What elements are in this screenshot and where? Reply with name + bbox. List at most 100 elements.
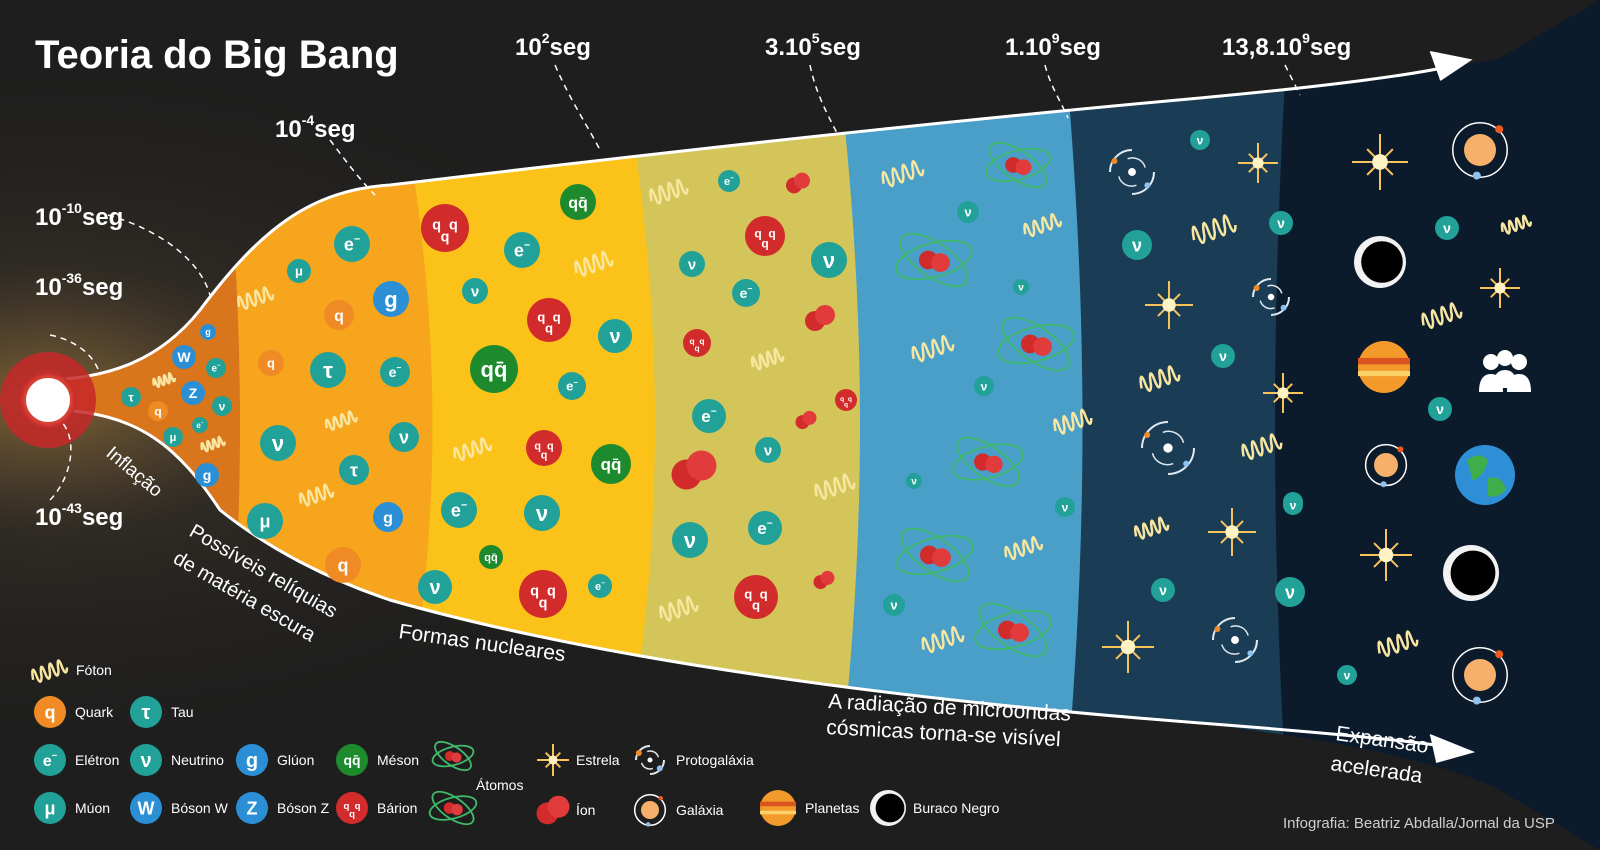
neutrino-particle: ν <box>260 425 296 461</box>
legend-label-galaxia: Galáxia <box>676 802 724 818</box>
quark-particle: q <box>325 547 361 583</box>
svg-text:q: q <box>553 310 561 325</box>
neutrino-particle: ν <box>524 495 560 531</box>
svg-text:ν: ν <box>471 283 479 300</box>
electron-particle: e− <box>558 372 586 400</box>
neutrino-particle: ν <box>906 473 922 489</box>
time-unit: seg <box>314 116 355 143</box>
svg-text:W: W <box>177 349 191 365</box>
svg-text:ν: ν <box>1132 235 1142 255</box>
electron-particle: e− <box>588 574 612 598</box>
neutrino-particle: ν <box>1013 279 1029 295</box>
svg-text:ν: ν <box>272 431 284 456</box>
photon-icon <box>1241 433 1283 460</box>
legend-label-tau: Tau <box>171 704 194 720</box>
time-exponent: 9 <box>1052 30 1060 46</box>
leader-3e5 <box>809 64 839 136</box>
photon-icon <box>649 178 689 205</box>
svg-text:q: q <box>848 396 852 403</box>
photon-icon <box>1191 214 1237 244</box>
time-exponent: -10 <box>62 200 82 216</box>
svg-text:q: q <box>45 702 56 722</box>
boson-w-particle: W <box>172 345 196 369</box>
neutrino-particle: ν <box>418 570 452 604</box>
photon-icon <box>453 437 493 462</box>
svg-text:q: q <box>744 587 752 602</box>
neutrino-particle: ν <box>755 437 781 463</box>
atom-icon <box>952 436 1024 488</box>
black-hole-icon <box>870 790 906 826</box>
time-unit: seg <box>82 274 123 301</box>
svg-text:ν: ν <box>1290 498 1297 512</box>
svg-text:10-4seg: 10-4seg <box>275 112 356 143</box>
legend-quark-icon: q <box>34 696 66 728</box>
credit: Infografia: Beatriz Abdalla/Jornal da US… <box>1283 815 1555 832</box>
muon-particle: μ <box>247 503 283 539</box>
star-icon <box>1263 373 1303 413</box>
svg-text:10-43seg: 10-43seg <box>35 500 123 531</box>
photon-icon <box>574 250 614 277</box>
meson-particle: qq̄ <box>470 345 518 393</box>
svg-text:q: q <box>541 449 548 461</box>
leader-10-10 <box>107 214 211 296</box>
galaxy-icon <box>1212 617 1258 663</box>
leader-10-36 <box>49 334 101 376</box>
arrow-lower-icon <box>1429 734 1476 763</box>
boson-z-particle: Z <box>181 381 205 405</box>
photon-icon <box>237 286 275 310</box>
legend-gluon-icon: g <box>236 744 268 776</box>
planet-icon <box>760 790 796 826</box>
svg-text:ν: ν <box>684 528 696 553</box>
svg-text:q: q <box>694 343 699 353</box>
legend-boson-w-icon: W <box>130 792 162 824</box>
svg-text:q: q <box>334 308 344 325</box>
svg-text:g: g <box>205 327 211 337</box>
time-base: 10 <box>515 34 542 61</box>
svg-text:q: q <box>699 336 704 346</box>
electron-particle: e− <box>748 511 782 545</box>
svg-text:e−: e− <box>740 284 753 301</box>
svg-text:W: W <box>138 798 155 818</box>
svg-text:q: q <box>768 226 775 240</box>
svg-text:e−: e− <box>757 518 772 538</box>
photon-icon <box>324 410 358 431</box>
baryon-icon: q qq <box>683 329 711 357</box>
galaxy-icon <box>635 745 665 775</box>
neutrino-particle: ν <box>957 201 979 223</box>
electron-particle: e− <box>718 170 740 192</box>
neutrino-particle: ν <box>212 396 232 416</box>
svg-text:10-36seg: 10-36seg <box>35 270 123 301</box>
svg-text:τ: τ <box>128 390 134 404</box>
time-base: 1.10 <box>1005 34 1052 61</box>
svg-text:τ: τ <box>323 358 333 383</box>
photon-icon <box>1421 302 1463 329</box>
atom-icon <box>428 790 478 826</box>
svg-text:ν: ν <box>1159 582 1167 598</box>
arrow-upper-icon <box>1429 51 1473 81</box>
solar-system-icon <box>1452 647 1508 705</box>
photon-icon <box>1023 213 1063 238</box>
time-label: 10-4seg <box>275 112 356 143</box>
svg-text:q: q <box>267 356 275 371</box>
people-icon <box>1479 350 1531 392</box>
neutrino-particle: ν <box>974 376 994 396</box>
baryon-icon: q qq <box>734 575 778 619</box>
time-exponent: -36 <box>62 270 82 286</box>
time-label: 3.105seg <box>765 30 861 61</box>
time-base: 10 <box>35 504 62 531</box>
leader-13e9 <box>1284 64 1301 96</box>
galaxy-icon <box>1141 421 1195 475</box>
neutrino-particle: ν <box>389 422 419 452</box>
photon-icon <box>921 626 965 654</box>
svg-text:μ: μ <box>170 432 177 444</box>
galaxy-icon <box>1252 278 1290 316</box>
star-icon <box>1360 529 1412 581</box>
meson-particle: qq̄ <box>479 545 503 569</box>
black-hole-icon <box>1443 545 1499 601</box>
svg-text:q: q <box>760 587 768 602</box>
star-icon <box>537 744 569 776</box>
svg-text:e−: e− <box>344 233 360 254</box>
photon-icon <box>814 473 856 500</box>
